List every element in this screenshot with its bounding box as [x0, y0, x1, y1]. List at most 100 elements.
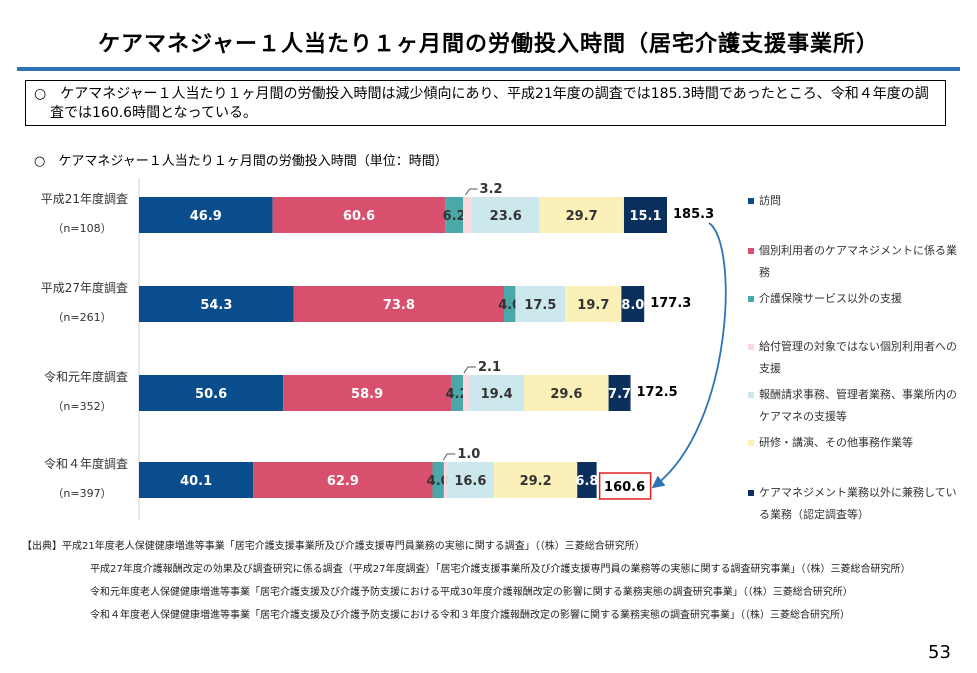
bar-segment [468, 375, 525, 411]
leader-line [442, 453, 456, 461]
legend-item: 個別利用者のケアマネジメントに係る業務 [748, 240, 963, 284]
legend-label: ケアマネジメント業務以外に兼務している業務（認定調査等） [759, 486, 957, 521]
data-label: 50.6 [195, 387, 227, 402]
legend-label: 個別利用者のケアマネジメントに係る業務 [759, 244, 957, 279]
summary-marker: ○ [34, 86, 47, 102]
external-data-label: 1.0 [457, 447, 480, 462]
source-line: 令和元年度老人保健健康増進等事業「居宅介護支援及び介護予防支援における平成30年… [90, 587, 853, 598]
source-line: 平成27年度介護報酬改定の効果及び調査研究に係る調査（平成27年度調査）「居宅介… [90, 564, 911, 575]
bar-segment [524, 375, 609, 411]
bar-segment [504, 286, 516, 322]
page-number: 53 [928, 642, 951, 663]
bar-segment [283, 375, 452, 411]
bar-segment [472, 197, 540, 233]
legend-swatch [748, 198, 754, 204]
chart-caption: ○ ケアマネジャー１人当たり１ヶ月間の労働投入時間（単位：時間） [34, 154, 448, 169]
total-label: 177.3 [650, 296, 691, 311]
category-n-label: （n=261） [52, 311, 111, 324]
category-n-label: （n=397） [52, 487, 111, 500]
bar-segment [272, 197, 446, 233]
legend-swatch [748, 490, 754, 496]
bar-segment [577, 462, 597, 498]
bar-segment [139, 197, 273, 233]
bar-segment [494, 462, 578, 498]
legend-swatch [748, 296, 754, 302]
data-label: 17.5 [524, 298, 556, 313]
source-line: 令和４年度老人保健健康増進等事業「居宅介護支援及び介護予防支援における令和３年度… [90, 610, 850, 621]
total-label: 160.6 [604, 480, 645, 495]
data-label: 60.6 [343, 209, 375, 224]
data-label: 19.4 [481, 387, 513, 402]
legend-label: 介護保険サービス以外の支援 [759, 292, 902, 305]
bar-segment [446, 462, 495, 498]
bar-segment [608, 375, 631, 411]
data-label: 19.7 [577, 298, 609, 313]
data-label: 46.9 [190, 209, 222, 224]
data-label: 8.0 [621, 298, 644, 313]
data-label: 58.9 [351, 387, 383, 402]
data-label: 16.6 [454, 474, 486, 489]
bar-segment [432, 462, 444, 498]
data-label: 6.2 [443, 209, 466, 224]
legend-item: ケアマネジメント業務以外に兼務している業務（認定調査等） [748, 482, 963, 526]
data-label: 23.6 [490, 209, 522, 224]
external-data-label: 2.1 [478, 360, 501, 375]
title-underline [17, 67, 960, 71]
bar-segment [139, 375, 284, 411]
bar-segment [462, 375, 469, 411]
leader-line [463, 366, 476, 374]
legend-label: 報酬請求事務、管理者業務、事業所内のケアマネの支援等 [759, 388, 957, 423]
trend-arrow [651, 222, 727, 489]
bar-segment [451, 375, 463, 411]
data-label: 29.2 [520, 474, 552, 489]
data-label: 29.6 [550, 387, 582, 402]
category-label: 平成27年度調査 [41, 280, 128, 295]
bar-segment [515, 286, 566, 322]
bar-segment [445, 197, 463, 233]
legend-item: 報酬請求事務、管理者業務、事業所内のケアマネの支援等 [748, 384, 963, 428]
data-label: 4.2 [445, 387, 468, 402]
legend-swatch [748, 440, 754, 446]
legend-label: 給付管理の対象ではない個別利用者への支援 [759, 340, 957, 375]
data-label: 73.8 [383, 298, 415, 313]
summary-text: ケアマネジャー１人当たり１ヶ月間の労働投入時間は減少傾向にあり、平成21年度の調… [50, 86, 929, 121]
bar-segment [621, 286, 645, 322]
legend-swatch [748, 248, 754, 254]
total-label: 185.3 [673, 207, 714, 222]
data-label: 40.1 [180, 474, 212, 489]
data-label: 29.7 [566, 209, 598, 224]
page-title: ケアマネジャー１人当たり１ヶ月間の労働投入時間（居宅介護支援事業所） [98, 32, 879, 57]
source-notes: 【出典】平成21年度老人保健健康増進等事業「居宅介護支援事業所及び介護支援専門員… [22, 539, 942, 631]
data-label: 54.3 [200, 298, 232, 313]
summary-box: ○ ケアマネジャー１人当たり１ヶ月間の労働投入時間は減少傾向にあり、平成21年度… [25, 80, 946, 126]
legend-label: 研修・講演、その他事務作業等 [759, 436, 913, 449]
bar-segment [539, 197, 624, 233]
legend-item: 研修・講演、その他事務作業等 [748, 432, 963, 454]
legend-swatch [748, 344, 754, 350]
bar-segment [443, 462, 447, 498]
external-data-label: 3.2 [480, 182, 503, 197]
data-label: 15.1 [629, 209, 661, 224]
source-line: 【出典】平成21年度老人保健健康増進等事業「居宅介護支援事業所及び介護支援専門員… [22, 541, 645, 552]
category-label: 令和４年度調査 [44, 456, 128, 471]
data-label: 6.8 [575, 474, 598, 489]
category-n-label: （n=352） [52, 400, 111, 413]
bar-segment [462, 197, 473, 233]
total-label: 172.5 [637, 385, 678, 400]
legend-item: 給付管理の対象ではない個別利用者への支援 [748, 336, 963, 380]
data-label: 7.7 [608, 387, 631, 402]
legend-item: 介護保険サービス以外の支援 [748, 288, 963, 310]
bar-segment [565, 286, 622, 322]
legend-swatch [748, 392, 754, 398]
bar-segment [253, 462, 433, 498]
category-label: 平成21年度調査 [41, 191, 128, 206]
summary-line: ○ ケアマネジャー１人当たり１ヶ月間の労働投入時間は減少傾向にあり、平成21年度… [34, 85, 937, 123]
bar-segment [623, 197, 667, 233]
legend-label: 訪問 [759, 194, 781, 207]
chart-legend: 訪問個別利用者のケアマネジメントに係る業務介護保険サービス以外の支援給付管理の対… [748, 190, 963, 526]
bar-segment [293, 286, 505, 322]
leader-line [465, 188, 478, 196]
category-n-label: （n=108） [52, 222, 111, 235]
bar-segment [139, 462, 254, 498]
